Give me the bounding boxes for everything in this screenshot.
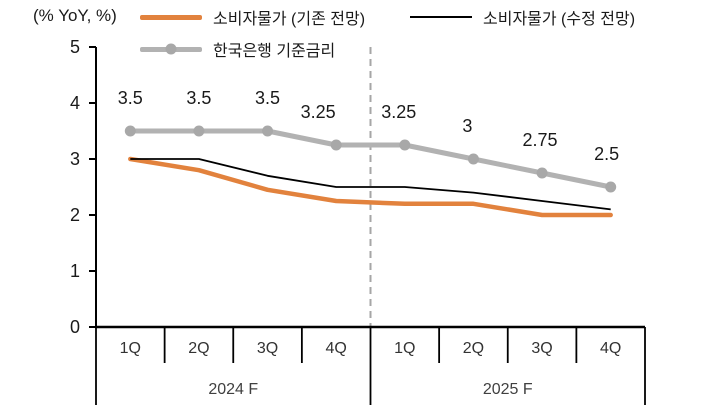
- legend-item-cpi-existing: 소비자물가 (기존 전망): [140, 5, 365, 29]
- legend-marker-dot: [165, 43, 177, 55]
- y-tick-label: 1: [70, 261, 80, 281]
- x-tick-label: 3Q: [531, 340, 552, 357]
- data-label: 3.25: [301, 102, 336, 122]
- legend-label-cpi-existing: 소비자물가 (기존 전망): [213, 11, 366, 28]
- legend-swatch-gray-marker-line: [140, 43, 202, 55]
- x-tick-label: 1Q: [120, 340, 141, 357]
- y-tick-label: 5: [70, 37, 80, 57]
- data-label: 3.5: [255, 88, 280, 108]
- legend-item-cpi-revised: 소비자물가 (수정 전망): [410, 5, 635, 29]
- data-label: 2.5: [594, 144, 619, 164]
- x-tick-label: 2Q: [463, 340, 484, 357]
- data-label: 2.75: [523, 130, 558, 150]
- legend-swatch-black-line: [410, 16, 472, 18]
- legend-item-base-rate: 한국은행 기준금리: [140, 37, 335, 61]
- series-line-2: [127, 128, 614, 190]
- year-group-label: 2025 F: [483, 381, 533, 398]
- legend-label-base-rate: 한국은행 기준금리: [213, 43, 336, 60]
- series-line-0: [128, 156, 613, 218]
- series-2-marker: [193, 125, 205, 137]
- y-tick-label: 0: [70, 317, 80, 337]
- y-tick-label: 2: [70, 205, 80, 225]
- x-tick-label: 4Q: [600, 340, 621, 357]
- series-2-marker: [330, 139, 342, 151]
- y-tick-label: 3: [70, 149, 80, 169]
- legend-label-cpi-revised: 소비자물가 (수정 전망): [483, 11, 636, 28]
- x-tick-label: 2Q: [188, 340, 209, 357]
- x-tick-label: 4Q: [326, 340, 347, 357]
- x-tick-label: 1Q: [394, 340, 415, 357]
- series-2-marker: [399, 139, 411, 151]
- series-2-marker: [124, 125, 136, 137]
- y-tick-label: 4: [70, 93, 80, 113]
- series-2-marker: [536, 167, 548, 179]
- x-tick-label: 3Q: [257, 340, 278, 357]
- series-2-marker: [605, 181, 617, 193]
- data-label: 3: [462, 116, 472, 136]
- legend-swatch-orange-line: [140, 14, 202, 20]
- series-line-1: [130, 158, 611, 211]
- year-group-label: 2024 F: [208, 381, 258, 398]
- data-label: 3.5: [186, 88, 211, 108]
- y-axis-title: (% YoY, %): [33, 6, 117, 25]
- series-2-marker: [467, 153, 479, 165]
- data-label: 3.5: [118, 88, 143, 108]
- series-2-marker: [262, 125, 274, 137]
- data-label: 3.25: [381, 102, 416, 122]
